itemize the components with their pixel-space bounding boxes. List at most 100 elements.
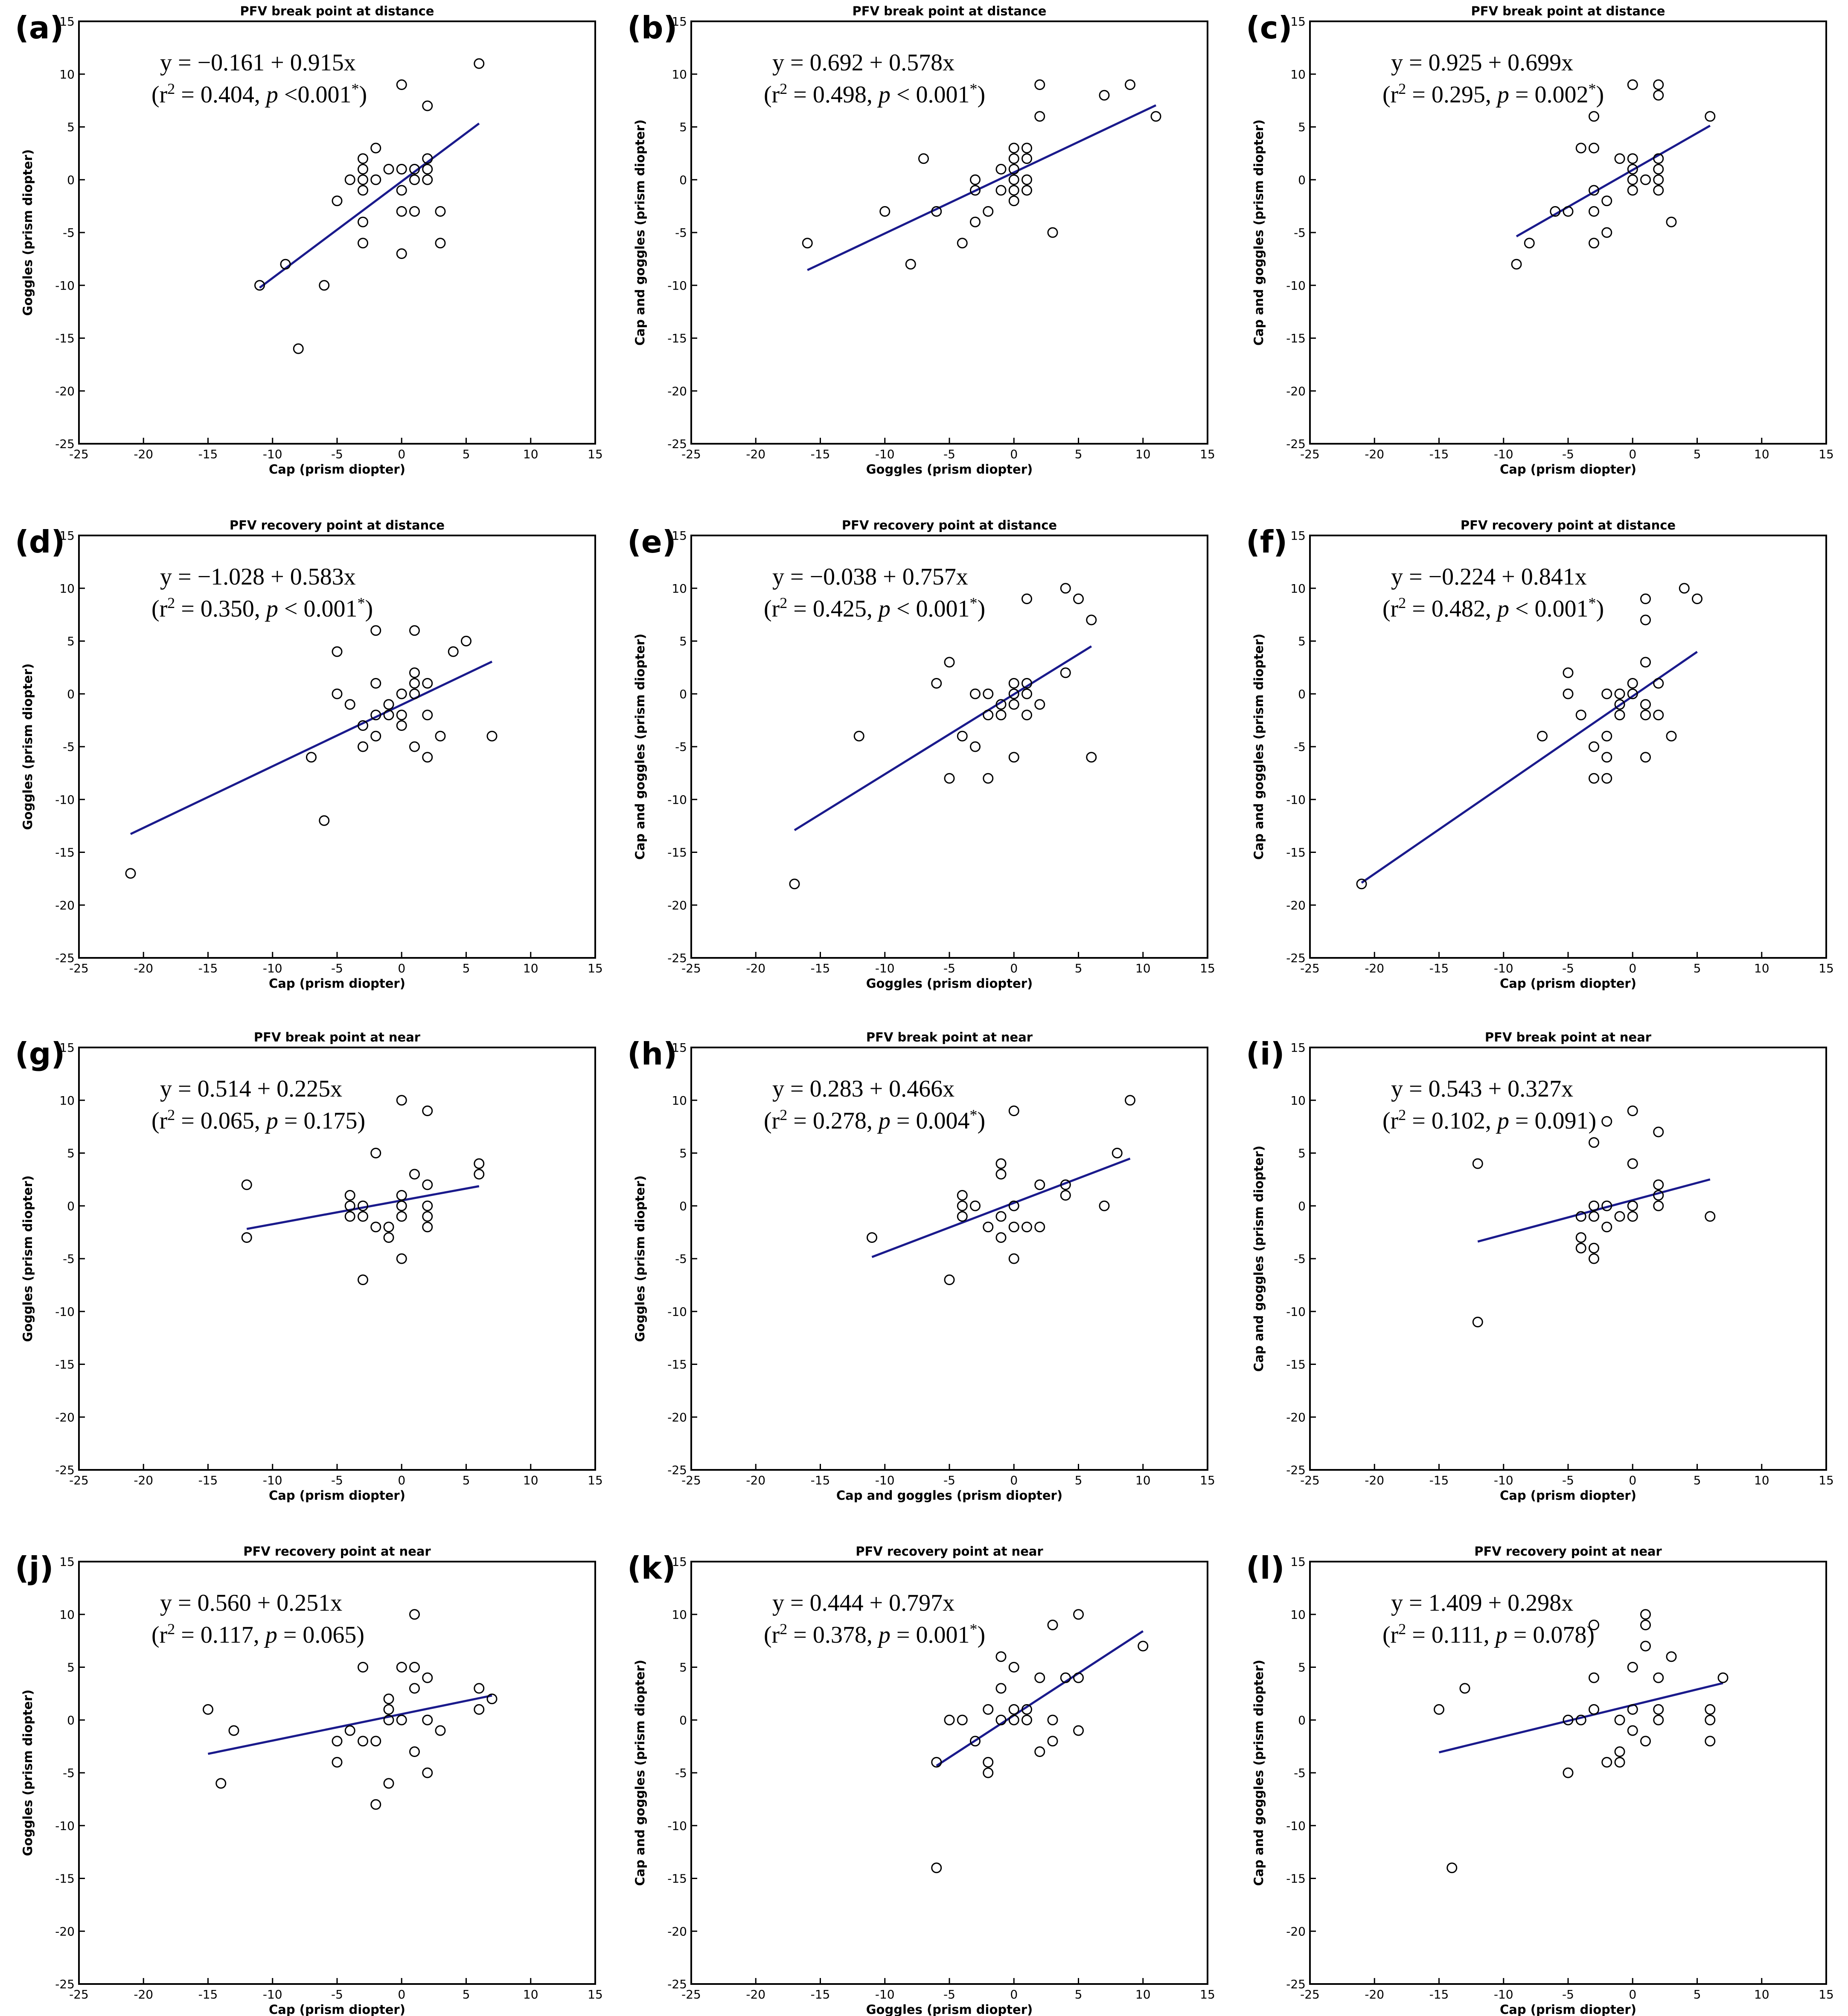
data-point <box>370 1799 381 1810</box>
data-point <box>970 185 981 196</box>
stats-superscript: 2 <box>167 1620 175 1638</box>
x-tick-label: -20 <box>1365 447 1384 461</box>
y-tick-label: -15 <box>667 846 687 860</box>
data-point <box>1034 111 1045 122</box>
data-point <box>944 657 955 668</box>
x-tick-label: -20 <box>746 1473 765 1487</box>
data-point <box>1589 143 1599 154</box>
x-tick-label: -15 <box>198 1987 218 2001</box>
data-point <box>1627 1211 1638 1222</box>
y-axis-label: Goggles (prism diopter) <box>20 663 35 830</box>
chart-panel: PFV recovery point at near (l) -25 -20 -15 -1… <box>1246 1544 1834 2016</box>
x-tick-label: -20 <box>134 447 153 461</box>
data-point <box>1640 710 1651 721</box>
data-point <box>1073 1609 1084 1620</box>
data-point <box>1640 1736 1651 1747</box>
stats-text: = 0.278, <box>787 1108 879 1134</box>
data-point <box>1601 773 1612 784</box>
data-point <box>1060 1179 1071 1190</box>
data-point <box>422 678 433 689</box>
x-tick-label: 0 <box>1629 1987 1636 2001</box>
x-tick-label: -15 <box>811 1987 830 2001</box>
data-point <box>1060 1190 1071 1201</box>
stats-superscript: 2 <box>780 1106 787 1123</box>
data-point <box>1653 1200 1664 1211</box>
data-point <box>396 206 407 217</box>
x-tick-label: -15 <box>198 1473 218 1487</box>
x-tick-label: -10 <box>1494 447 1513 461</box>
x-tick-label: 10 <box>523 447 538 461</box>
y-tick-label: -5 <box>63 1252 75 1266</box>
x-tick-label: -25 <box>1300 961 1320 975</box>
regression-line <box>794 645 1092 831</box>
panel-title: PFV break point at distance <box>853 4 1047 18</box>
y-tick-label: 10 <box>59 67 75 81</box>
y-tick-label: 10 <box>672 1608 687 1622</box>
data-point <box>1073 1725 1084 1736</box>
y-tick-label: 15 <box>59 1041 75 1055</box>
x-tick-label: 15 <box>588 447 603 461</box>
data-point <box>396 1095 407 1106</box>
data-point <box>1008 1714 1019 1725</box>
y-tick-label: 15 <box>672 15 687 29</box>
x-tick-label: 10 <box>1135 1987 1151 2001</box>
data-point <box>1627 688 1638 699</box>
stats-text: (r <box>151 1622 168 1648</box>
stats-text: ) <box>977 81 985 108</box>
data-point <box>957 1714 968 1725</box>
stats-text: ) <box>356 1622 364 1648</box>
data-point <box>435 730 446 742</box>
x-tick-label: -10 <box>875 1987 895 2001</box>
y-tick-label: -5 <box>675 226 687 240</box>
panel-letter: (l) <box>1246 1550 1285 1586</box>
data-point <box>1008 699 1019 710</box>
data-point <box>1047 1620 1058 1630</box>
x-tick-label: -15 <box>1429 961 1449 975</box>
x-tick-label: -5 <box>331 961 343 975</box>
data-point <box>1034 1672 1045 1683</box>
data-point <box>918 153 929 164</box>
data-point <box>1614 1714 1625 1725</box>
x-axis-label: Cap (prism diopter) <box>1500 2002 1636 2016</box>
data-point <box>1060 667 1071 678</box>
y-tick-label: 10 <box>59 1608 75 1622</box>
x-axis-label: Cap (prism diopter) <box>1500 976 1636 991</box>
x-tick-label: 5 <box>1694 447 1701 461</box>
data-point <box>435 1725 446 1736</box>
data-point <box>1627 164 1638 175</box>
x-tick-label: 15 <box>588 1473 603 1487</box>
data-point <box>1356 879 1367 890</box>
stats-text: = 0.111, <box>1406 1622 1495 1648</box>
data-point <box>383 710 394 721</box>
y-tick-label: -5 <box>675 740 687 754</box>
data-point <box>1627 1158 1638 1169</box>
data-point <box>1627 153 1638 164</box>
stats-p: p <box>877 596 891 622</box>
regression-stats: (r2 = 0.425, p < 0.001*) <box>764 594 985 622</box>
data-point <box>983 688 994 699</box>
data-point <box>1601 227 1612 238</box>
x-tick-label: -15 <box>198 961 218 975</box>
data-point <box>1601 1757 1612 1768</box>
data-point <box>396 1211 407 1222</box>
data-point <box>1589 1672 1599 1683</box>
y-tick-label: -20 <box>1286 1410 1306 1424</box>
data-point <box>1627 1662 1638 1673</box>
data-point <box>995 1651 1007 1662</box>
regression-equation: y = 1.409 + 0.298x <box>1391 1590 1573 1616</box>
x-tick-label: 10 <box>1754 961 1769 975</box>
data-point <box>1021 174 1032 185</box>
data-point <box>422 1767 433 1778</box>
x-tick-label: -15 <box>811 961 830 975</box>
y-tick-label: -10 <box>55 1305 75 1319</box>
y-tick-label: -10 <box>1286 793 1306 807</box>
y-tick-label: -25 <box>1286 437 1306 451</box>
y-tick-label: 0 <box>1298 173 1306 187</box>
data-point <box>1679 583 1690 594</box>
x-tick-label: -10 <box>875 961 895 975</box>
stats-text: = 0.065, <box>175 1108 266 1134</box>
x-tick-label: 5 <box>1694 1473 1701 1487</box>
chart-panel: PFV recovery point at near (j) -25 -20 -15 -1… <box>15 1544 603 2016</box>
regression-stats: (r2 = 0.350, p < 0.001*) <box>151 594 373 622</box>
y-tick-label: 5 <box>1298 634 1306 649</box>
